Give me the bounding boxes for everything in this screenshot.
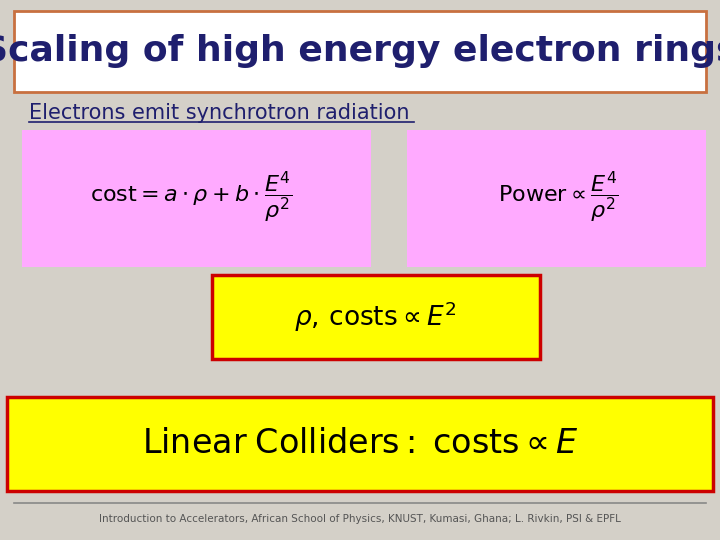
FancyBboxPatch shape [22, 130, 371, 267]
FancyBboxPatch shape [407, 130, 706, 267]
Text: $\mathrm{Power} \propto \dfrac{E^4}{\rho^2}$: $\mathrm{Power} \propto \dfrac{E^4}{\rho… [498, 169, 618, 225]
FancyBboxPatch shape [7, 397, 713, 491]
Text: Introduction to Accelerators, African School of Physics, KNUST, Kumasi, Ghana; L: Introduction to Accelerators, African Sc… [99, 515, 621, 524]
Text: $\rho,\, \mathrm{costs} \propto E^2$: $\rho,\, \mathrm{costs} \propto E^2$ [294, 300, 457, 334]
Text: $\mathrm{cost} = a \cdot \rho + b \cdot \dfrac{E^4}{\rho^2}$: $\mathrm{cost} = a \cdot \rho + b \cdot … [90, 169, 292, 225]
Text: Scaling of high energy electron rings: Scaling of high energy electron rings [0, 35, 720, 68]
FancyBboxPatch shape [14, 11, 706, 92]
Text: Electrons emit synchrotron radiation: Electrons emit synchrotron radiation [29, 103, 409, 124]
Text: $\mathrm{Linear\; Colliders:\; costs} \propto E$: $\mathrm{Linear\; Colliders:\; costs} \p… [142, 427, 578, 461]
FancyBboxPatch shape [212, 275, 540, 359]
